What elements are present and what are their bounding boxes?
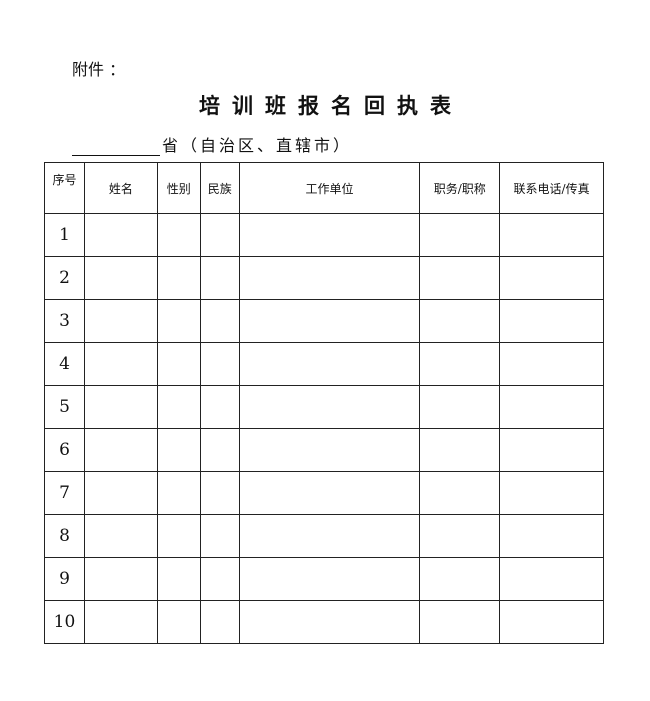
blank-cell[interactable] xyxy=(238,213,421,257)
blank-cell[interactable] xyxy=(419,557,501,601)
blank-cell[interactable] xyxy=(199,213,240,257)
blank-cell[interactable] xyxy=(499,600,604,644)
column-header: 民族 xyxy=(199,162,240,214)
blank-cell[interactable] xyxy=(419,600,501,644)
table-row: 6 xyxy=(44,428,604,472)
blank-cell[interactable] xyxy=(238,342,421,386)
table-row: 10 xyxy=(44,600,604,644)
blank-cell[interactable] xyxy=(238,299,421,343)
blank-cell[interactable] xyxy=(419,256,501,300)
blank-cell[interactable] xyxy=(499,471,604,515)
blank-cell[interactable] xyxy=(238,256,421,300)
row-number: 10 xyxy=(44,600,85,644)
row-number: 4 xyxy=(44,342,85,386)
registration-table: 序号 姓名 性别 民族 工作单位 职务/职称 联系电话/传真 1 2 3 4 5 6 7 8 9 10 xyxy=(44,162,604,644)
table-row: 7 xyxy=(44,471,604,515)
blank-cell[interactable] xyxy=(156,299,201,343)
column-header: 联系电话/传真 xyxy=(499,162,604,214)
blank-cell[interactable] xyxy=(156,428,201,472)
blank-cell[interactable] xyxy=(419,471,501,515)
header-row: 序号 姓名 性别 民族 工作单位 职务/职称 联系电话/传真 xyxy=(44,162,604,214)
blank-cell[interactable] xyxy=(83,600,158,644)
column-header: 职务/职称 xyxy=(419,162,501,214)
column-header: 序号 xyxy=(44,162,85,214)
blank-cell[interactable] xyxy=(199,600,240,644)
blank-cell[interactable] xyxy=(238,385,421,429)
blank-cell[interactable] xyxy=(156,256,201,300)
blank-cell[interactable] xyxy=(419,514,501,558)
attachment-label: 附件 ： xyxy=(72,60,126,79)
blank-cell[interactable] xyxy=(238,428,421,472)
table-row: 2 xyxy=(44,256,604,300)
blank-cell[interactable] xyxy=(156,600,201,644)
column-header: 姓名 xyxy=(83,162,158,214)
page-title: 培训班报名回执表 xyxy=(199,93,463,118)
blank-cell[interactable] xyxy=(419,342,501,386)
row-number: 2 xyxy=(44,256,85,300)
blank-cell[interactable] xyxy=(238,471,421,515)
table-row: 3 xyxy=(44,299,604,343)
table-row: 5 xyxy=(44,385,604,429)
blank-cell[interactable] xyxy=(156,342,201,386)
blank-cell[interactable] xyxy=(419,213,501,257)
blank-cell[interactable] xyxy=(156,471,201,515)
blank-cell[interactable] xyxy=(499,213,604,257)
blank-cell[interactable] xyxy=(156,385,201,429)
blank-cell[interactable] xyxy=(156,514,201,558)
blank-cell[interactable] xyxy=(419,299,501,343)
row-number: 8 xyxy=(44,514,85,558)
blank-cell[interactable] xyxy=(199,428,240,472)
blank-cell[interactable] xyxy=(83,299,158,343)
blank-cell[interactable] xyxy=(83,256,158,300)
blank-cell[interactable] xyxy=(499,299,604,343)
blank-cell[interactable] xyxy=(156,557,201,601)
blank-cell[interactable] xyxy=(83,385,158,429)
blank-cell[interactable] xyxy=(499,385,604,429)
blank-cell[interactable] xyxy=(238,600,421,644)
blank-cell[interactable] xyxy=(199,342,240,386)
blank-cell[interactable] xyxy=(499,428,604,472)
blank-cell[interactable] xyxy=(238,557,421,601)
blank-cell[interactable] xyxy=(199,256,240,300)
blank-cell[interactable] xyxy=(499,256,604,300)
blank-cell[interactable] xyxy=(83,557,158,601)
blank-cell[interactable] xyxy=(199,471,240,515)
province-line: 省（自治区、直辖市） xyxy=(72,132,352,156)
blank-cell[interactable] xyxy=(83,428,158,472)
blank-cell[interactable] xyxy=(199,385,240,429)
table-row: 4 xyxy=(44,342,604,386)
column-header: 性别 xyxy=(156,162,201,214)
blank-cell[interactable] xyxy=(83,342,158,386)
blank-cell[interactable] xyxy=(238,514,421,558)
blank-cell[interactable] xyxy=(419,385,501,429)
row-number: 7 xyxy=(44,471,85,515)
table-row: 1 xyxy=(44,213,604,257)
blank-cell[interactable] xyxy=(499,514,604,558)
blank-cell[interactable] xyxy=(156,213,201,257)
blank-cell[interactable] xyxy=(83,514,158,558)
column-header: 工作单位 xyxy=(238,162,421,214)
row-number: 9 xyxy=(44,557,85,601)
province-blank-field[interactable] xyxy=(72,139,160,156)
blank-cell[interactable] xyxy=(199,299,240,343)
table-row: 9 xyxy=(44,557,604,601)
row-number: 1 xyxy=(44,213,85,257)
blank-cell[interactable] xyxy=(419,428,501,472)
blank-cell[interactable] xyxy=(83,471,158,515)
blank-cell[interactable] xyxy=(499,342,604,386)
blank-cell[interactable] xyxy=(199,514,240,558)
blank-cell[interactable] xyxy=(199,557,240,601)
province-label: 省（自治区、直辖市） xyxy=(162,136,353,155)
blank-cell[interactable] xyxy=(83,213,158,257)
row-number: 3 xyxy=(44,299,85,343)
table-row: 8 xyxy=(44,514,604,558)
row-number: 6 xyxy=(44,428,85,472)
blank-cell[interactable] xyxy=(499,557,604,601)
row-number: 5 xyxy=(44,385,85,429)
